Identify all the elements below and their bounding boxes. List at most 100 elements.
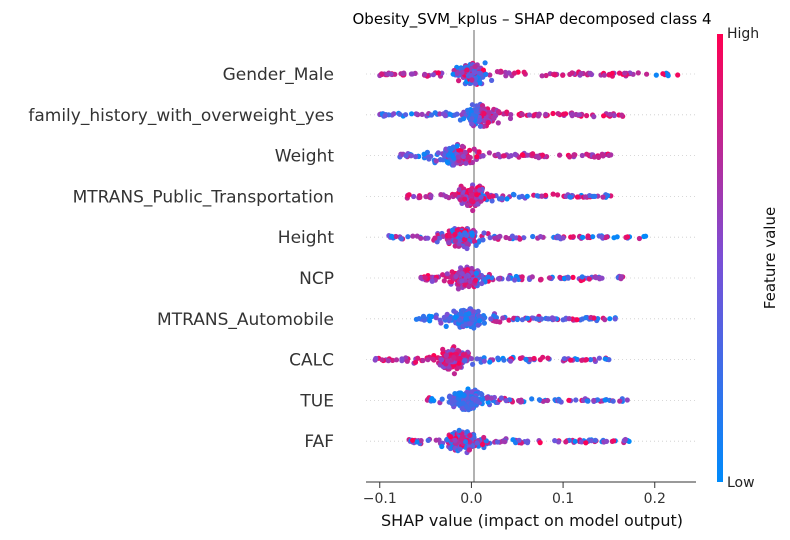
shap-point [569,70,575,76]
shap-point [432,110,438,116]
shap-point [447,111,453,117]
shap-point [561,356,567,362]
shap-point [445,358,451,364]
feature-label: MTRANS_Public_Transportation [73,187,334,207]
shap-point [430,72,436,78]
shap-point [579,152,585,159]
shap-point [497,233,503,239]
feature-label: Gender_Male [223,65,334,85]
shap-point [519,317,526,323]
shap-point [405,234,411,240]
shap-point [416,316,422,322]
shap-point [469,102,475,108]
shap-point [482,60,488,66]
shap-point [474,440,480,446]
shap-point [473,277,479,283]
shap-point [530,151,536,157]
shap-point [459,278,465,284]
shap-point [389,233,395,239]
shap-point [481,320,487,326]
shap-point [503,398,509,404]
shap-point [419,111,425,117]
shap-point [576,112,582,118]
shap-point [459,69,465,75]
shap-point [566,397,572,403]
shap-point [550,191,556,197]
shap-point [524,315,531,321]
shap-point [457,446,463,452]
shap-point [660,71,666,77]
shap-point [505,276,511,282]
shap-point [611,438,617,444]
shap-point [587,357,594,363]
shap-point [425,357,431,363]
shap-point [483,71,489,77]
shap-point [476,149,482,155]
shap-point [425,437,431,443]
colorbar [717,34,723,482]
shap-point [539,152,546,158]
shap-point [410,233,416,239]
shap-point [481,434,487,441]
shap-point [452,112,458,118]
shap-point [596,355,603,361]
shap-point [500,315,506,321]
shap-point [582,194,589,200]
shap-point [438,192,444,198]
shap-point [464,245,470,252]
shap-point [606,152,612,158]
shap-point [591,315,597,321]
shap-point [596,154,602,160]
shap-point [458,436,464,442]
shap-point [432,235,438,241]
shap-point [428,112,435,118]
shap-point [445,159,451,166]
shap-point [534,193,540,199]
shap-point [494,439,501,445]
shap-point [398,236,404,242]
feature-label: Weight [275,147,335,167]
shap-point [393,357,400,363]
shap-point [487,72,493,78]
colorbar-high-label: High [727,26,759,42]
shap-point [540,354,546,360]
shap-point [462,230,468,236]
shap-point [507,115,514,122]
shap-point [537,277,544,283]
shap-point [578,70,584,77]
shap-point [428,193,434,199]
shap-point [406,192,412,198]
shap-point [568,357,574,363]
shap-point [469,230,475,236]
shap-point [463,273,469,279]
shap-point [437,157,443,163]
shap-point [462,196,468,202]
shap-point [543,72,549,79]
shap-point [538,193,545,199]
shap-point [478,198,484,204]
shap-point [509,233,515,239]
shap-point [470,361,476,367]
shap-point [467,321,473,327]
shap-point [467,278,473,284]
shap-point [527,356,533,362]
shap-point [456,360,462,366]
shap-point [506,317,512,323]
shap-point [476,117,483,124]
shap-point [585,398,591,404]
shap-point [493,315,499,321]
shap-point [592,437,599,443]
shap-point [414,233,420,239]
shap-point [481,230,487,236]
shap-point [453,273,459,280]
shap-point [468,356,474,362]
shap-point [583,357,590,363]
shap-point [543,192,549,198]
shap-point [450,397,456,403]
x-axis-label: SHAP value (impact on model output) [381,511,683,530]
shap-point [456,238,462,244]
shap-point [456,187,462,193]
shap-point [479,441,486,448]
shap-point [636,235,643,242]
shap-point [439,443,445,450]
